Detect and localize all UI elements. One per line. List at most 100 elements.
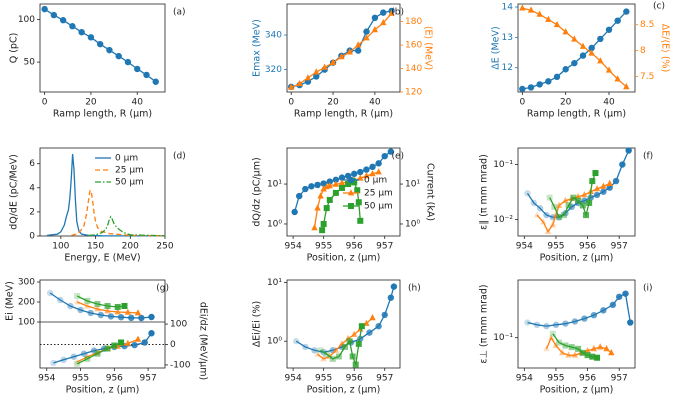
panel-e-xtick-label: 955 [315, 242, 332, 252]
panel-g-top-point-1-5 [124, 308, 132, 315]
panel-a-point-0-10 [134, 65, 141, 73]
panel-i-xtick-label: 955 [547, 374, 564, 384]
panel-g-xtick-label: 957 [140, 374, 157, 384]
panel-f-point-2-3 [560, 212, 567, 219]
panel-e-legend-marker-1 [347, 189, 355, 196]
panel-f-point-0-1 [530, 199, 538, 207]
panel-c-ytick-label: 13 [502, 33, 513, 43]
panel-i-point-1-4 [565, 351, 572, 358]
panel-e-point-2-3 [326, 196, 333, 203]
panel-h-point-0-2 [311, 347, 318, 354]
panel-i-point-2-5 [579, 349, 586, 356]
panel-i-point-0-2 [543, 322, 550, 330]
panel-f-point-2-11 [592, 170, 599, 177]
panel-e-legend-label-2: 50 µm [364, 202, 393, 212]
panel-g-top-point-0-10 [148, 313, 155, 321]
panel-f-point-0-13 [606, 184, 613, 191]
panel-c-ytick-label: 12 [502, 63, 513, 73]
panel-i-ylabel: ε⊥ (π mm mrad) [479, 284, 490, 363]
panel-h-xtick-label: 954 [285, 374, 302, 384]
panel-c-xlabel: Ramp length, R (µm) [527, 109, 626, 120]
panel-e-point-0-4 [314, 181, 321, 189]
panel-g-top-point-2-5 [121, 303, 128, 309]
panel-h-line-0 [295, 286, 395, 353]
panel-b-point-0-3 [313, 73, 320, 80]
panel-b-point-0-8 [354, 47, 362, 54]
panel-g-bottom-point-2-0 [74, 360, 81, 367]
panel-f-point-1-8 [574, 192, 582, 200]
panel-b-point-1-6 [338, 53, 345, 60]
panel-e-point-2-11 [357, 217, 364, 224]
panel-e-point-0-11 [357, 168, 364, 176]
panel-b-point-1-12 [388, 9, 395, 16]
panel-g-top-point-2-0 [74, 293, 81, 299]
panel-h-point-1-1 [320, 355, 327, 362]
panel-i-point-0-6 [581, 315, 588, 322]
panel-e-legend-marker-2 [348, 203, 354, 209]
panel-f-point-0-9 [581, 197, 588, 204]
panel-a-xtick-label: 0 [42, 98, 48, 108]
panel-e-point-0-7 [332, 176, 340, 183]
panel-h-point-2-8 [355, 340, 362, 347]
panel-g-top-point-0-3 [77, 306, 84, 314]
panel-g-top-point-0-9 [138, 314, 145, 322]
panel-i-point-1-0 [543, 345, 550, 352]
panel-g-top-point-2-1 [84, 298, 91, 304]
panel-h-point-0-1 [302, 343, 309, 351]
panel-a-point-0-5 [87, 34, 95, 41]
panel-h-point-2-6 [349, 353, 356, 360]
panel-b-xtick-label: 20 [327, 98, 339, 108]
panel-f-point-1-3 [549, 220, 556, 228]
panel-g-top-point-1-3 [104, 307, 111, 314]
panel-h-point-2-9 [358, 323, 365, 330]
panel-b-frame [286, 3, 401, 93]
panel-f-point-2-4 [565, 202, 572, 209]
panel-d-line-1 [71, 188, 166, 237]
panel-i-point-1-3 [559, 349, 566, 356]
panel-h-point-0-8 [366, 329, 373, 336]
panel-e-xtick-label: 954 [285, 242, 302, 252]
panel-e-point-0-12 [363, 166, 370, 173]
panel-c-point-0-7 [579, 52, 587, 59]
panel-f-point-1-0 [533, 211, 541, 218]
panel-c-point-0-1 [527, 84, 535, 91]
panel-g-bottom-point-0-10 [148, 330, 155, 337]
panel-f-point-1-11 [593, 185, 601, 192]
panel-c-xtick-label: 0 [519, 98, 525, 108]
panel-g-top-point-1-2 [94, 305, 101, 312]
panel-g-top-point-0-2 [67, 302, 74, 310]
panel-c-ylabel: ΔE (MeV) [491, 26, 502, 69]
panel-g-top-point-1-0 [73, 298, 81, 305]
panel-e-point-2-0 [319, 227, 326, 234]
panel-i-frame [517, 279, 636, 369]
panel-d-xtick-label: 100 [52, 242, 69, 252]
panel-f-point-2-8 [582, 212, 589, 219]
panel-i-point-1-5 [571, 351, 579, 358]
panel-f-xtick-label: 955 [547, 242, 564, 252]
panel-a-xtick-label: 20 [85, 98, 97, 108]
panel-g-top-point-1-4 [114, 308, 121, 315]
panel-h-point-2-1 [323, 351, 330, 358]
panel-h-xtick-label: 955 [315, 374, 332, 384]
panel-g-ytick-label: -100 [170, 360, 191, 370]
panel-c-point-1-12 [623, 83, 630, 90]
panel-c-ytick-label: 7.5 [640, 72, 654, 82]
panel-d-line-2 [88, 215, 166, 237]
panel-h-point-1-3 [332, 346, 340, 353]
panel-d-xtick-label: 150 [87, 242, 104, 252]
panel-h-point-2-2 [329, 355, 336, 362]
panel-b-point-1-11 [380, 18, 387, 26]
panel-h-point-0-0 [292, 338, 300, 345]
panel-b-ytick-label: 160 [405, 41, 422, 51]
panel-f-point-0-11 [593, 191, 601, 199]
panel-d-ytick-label: 4 [29, 183, 35, 193]
panel-h-point-0-12 [390, 283, 398, 290]
panel-c-line-1 [522, 7, 627, 88]
panel-e-ytick-label: 10¹ [267, 180, 282, 190]
panel-e-point-0-8 [338, 174, 346, 181]
panel-f-frame [517, 147, 636, 237]
panel-e-ytick-label: 10⁰ [267, 219, 282, 229]
panel-h-xtick-label: 957 [376, 374, 393, 384]
panel-e-point-2-10 [355, 199, 362, 206]
panel-i-point-2-1 [556, 339, 563, 346]
